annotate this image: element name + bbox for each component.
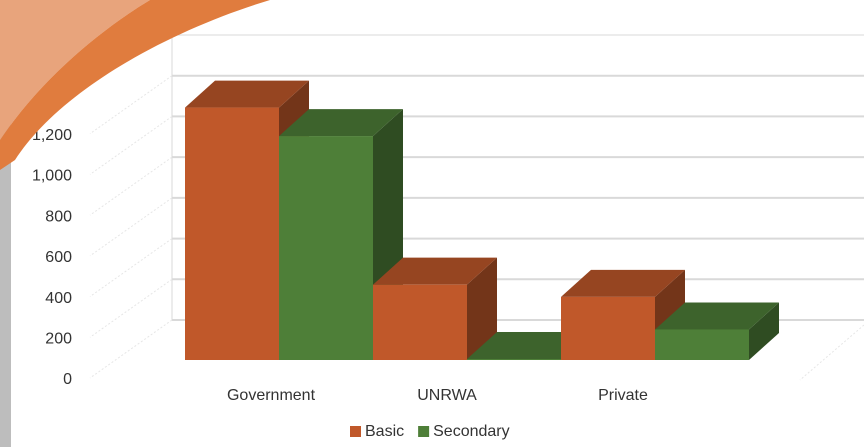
background	[0, 0, 864, 447]
bar	[655, 329, 749, 360]
legend-swatch	[418, 426, 429, 437]
bar	[373, 285, 467, 360]
y-tick-label: 800	[45, 208, 72, 225]
bar	[561, 297, 655, 360]
legend-label: Secondary	[433, 423, 510, 440]
y-tick-label: 600	[45, 249, 72, 266]
bar	[185, 108, 279, 360]
bar	[467, 359, 561, 360]
y-tick-label: 1,000	[32, 168, 72, 185]
y-tick-label: 400	[45, 290, 72, 307]
x-tick-label: UNRWA	[417, 387, 477, 404]
bar	[279, 136, 373, 360]
chart: 02004006008001,0001,200GovernmentUNRWAPr…	[0, 0, 864, 447]
y-tick-label: 200	[45, 331, 72, 348]
legend-label: Basic	[365, 423, 404, 440]
x-tick-label: Private	[598, 387, 648, 404]
legend-swatch	[350, 426, 361, 437]
y-tick-label: 0	[63, 371, 72, 388]
x-tick-label: Government	[227, 387, 316, 404]
